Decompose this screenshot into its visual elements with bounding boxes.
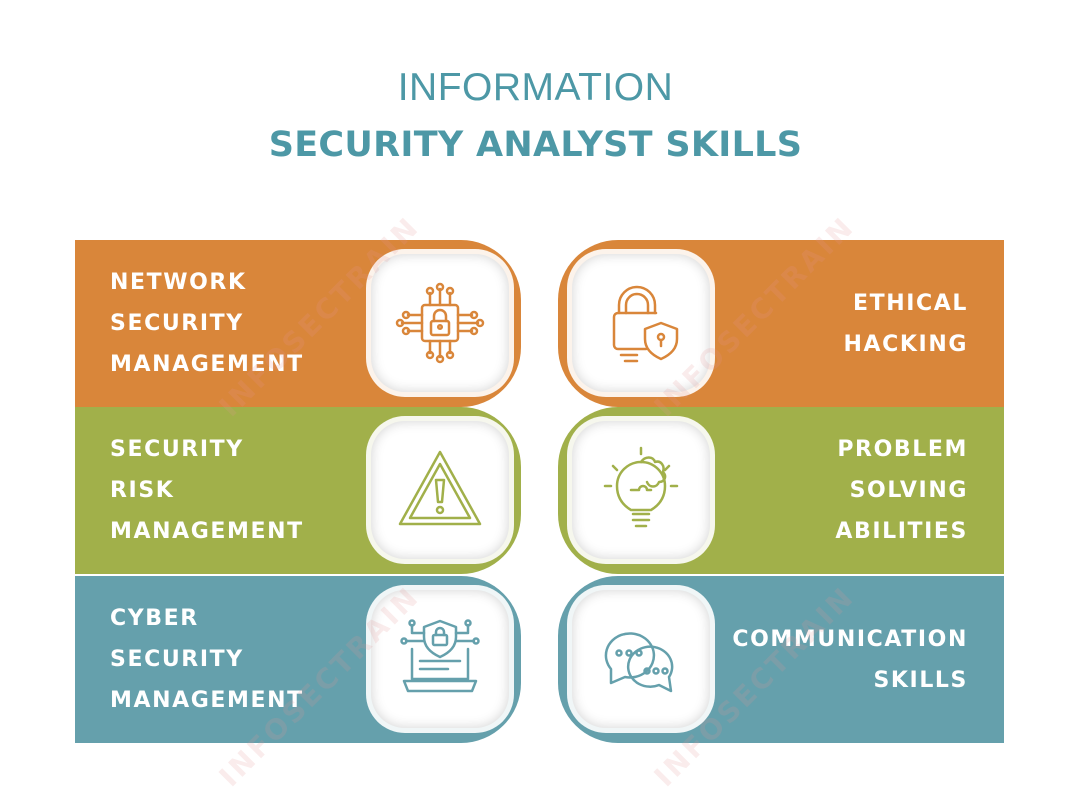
- card-security-risk-management: SECURITY RISK MANAGEMENT: [75, 407, 521, 574]
- card-label: PROBLEM SOLVING ABILITIES: [835, 407, 968, 574]
- card-label-line: ABILITIES: [835, 519, 968, 544]
- laptop-shield-icon: [400, 619, 480, 693]
- icon-box: [371, 421, 509, 559]
- card-label-line: MANAGEMENT: [110, 519, 304, 544]
- icon-box: [572, 590, 710, 728]
- card-label-line: PROBLEM: [837, 437, 968, 462]
- puzzle-bulb-icon: [603, 446, 679, 528]
- card-label-line: RISK: [110, 478, 175, 503]
- card-label-line: CYBER: [110, 606, 199, 631]
- icon-box: [371, 254, 509, 392]
- padlock-shield-icon: [612, 285, 679, 363]
- icon-box: [572, 254, 710, 392]
- card-label-line: HACKING: [843, 331, 968, 357]
- card-label-line: ETHICAL: [852, 290, 968, 316]
- card-label-line: SKILLS: [873, 667, 968, 693]
- icon-box: [572, 421, 710, 559]
- card-ethical-hacking: ETHICAL HACKING: [558, 240, 1004, 407]
- card-label-line: SECURITY: [110, 437, 244, 462]
- card-network-security-management: NETWORK SECURITY MANAGEMENT: [75, 240, 521, 407]
- card-label: CYBER SECURITY MANAGEMENT: [110, 576, 304, 743]
- card-problem-solving-abilities: PROBLEM SOLVING ABILITIES: [558, 407, 1004, 574]
- card-label: NETWORK SECURITY MANAGEMENT: [110, 240, 304, 407]
- card-label-line: SOLVING: [849, 478, 968, 503]
- icon-box: [371, 590, 509, 728]
- card-label: ETHICAL HACKING: [844, 240, 969, 407]
- card-label-line: NETWORK: [110, 270, 247, 295]
- title-line-2: SECURITY ANALYST SKILLS: [268, 125, 803, 165]
- card-label-line: MANAGEMENT: [110, 688, 304, 713]
- title-line-1: INFORMATION: [397, 66, 674, 109]
- card-cyber-security-management: CYBER SECURITY MANAGEMENT: [75, 576, 521, 743]
- card-label-line: COMMUNICATION: [732, 626, 968, 652]
- chat-bubbles-icon: [604, 632, 674, 693]
- card-label: SECURITY RISK MANAGEMENT: [110, 407, 304, 574]
- card-label: COMMUNICATION SKILLS: [732, 576, 968, 743]
- card-label-line: SECURITY: [110, 647, 244, 672]
- circuit-lock-icon: [395, 282, 485, 364]
- warning-triangle-icon: [398, 450, 482, 526]
- card-label-line: MANAGEMENT: [110, 352, 304, 377]
- card-label-line: SECURITY: [110, 311, 244, 336]
- card-communication-skills: COMMUNICATION SKILLS: [558, 576, 1004, 743]
